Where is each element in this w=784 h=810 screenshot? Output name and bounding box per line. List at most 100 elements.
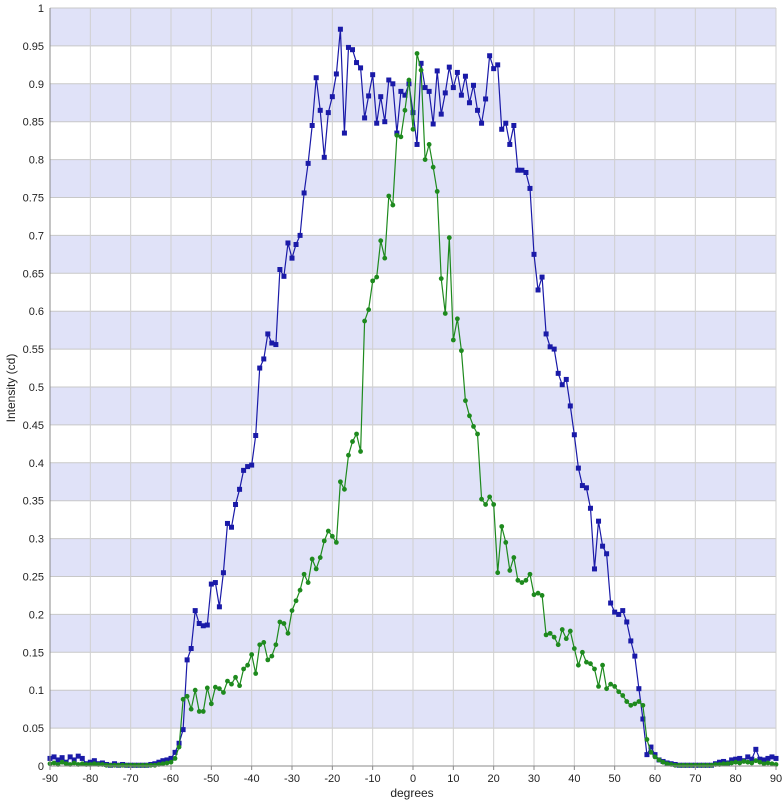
data-point [632,653,638,659]
data-point [551,346,557,352]
data-point [487,494,493,500]
data-point [495,62,501,68]
data-point [333,539,339,545]
data-point [612,684,618,689]
data-point [221,690,226,695]
data-point [301,190,307,196]
data-point [511,122,517,128]
data-point [466,100,472,106]
data-point [265,657,271,663]
data-point [51,760,57,766]
y-tick-label: 0 [38,761,44,773]
x-tick-label: -90 [42,773,58,785]
data-point [592,566,597,572]
data-point [592,666,597,672]
data-point [479,120,485,126]
data-point [184,693,190,699]
data-point [257,365,263,371]
x-tick-label: 30 [528,773,540,785]
data-point [620,693,626,698]
data-point [475,431,480,437]
data-point [281,621,287,626]
data-point [233,501,239,507]
data-point [241,666,247,672]
data-point [535,590,541,596]
x-tick-label: 60 [649,773,661,785]
data-point [640,716,646,722]
data-point [269,653,275,659]
data-point [519,167,525,173]
data-point [321,538,327,544]
data-point [59,755,65,761]
data-point [414,141,420,147]
data-point [765,760,771,766]
data-point [523,169,529,175]
data-point [273,342,279,348]
data-point [450,337,456,343]
data-point [277,619,283,625]
y-tick-label: 0.85 [23,117,44,129]
data-point [229,524,234,530]
data-point [664,761,670,767]
data-point [616,689,622,695]
data-point [325,528,331,534]
data-point [571,646,577,651]
data-point [612,609,618,615]
data-point [366,307,372,313]
data-point [608,600,614,606]
x-tick-label: 40 [568,773,580,785]
data-point [531,592,537,598]
data-point [503,120,509,126]
x-tick-label: -20 [324,773,340,785]
data-point [362,115,368,121]
data-point [628,702,634,708]
data-point [471,424,476,429]
data-point [584,659,589,665]
data-point [317,107,323,113]
data-point [422,157,428,163]
data-point [430,164,436,170]
data-point [200,709,206,714]
data-point [434,189,440,194]
y-tick-label: 0.4 [29,458,44,470]
data-point [471,82,476,88]
data-point [632,701,638,707]
data-point [301,571,307,577]
data-point [462,73,468,79]
data-point [160,758,166,764]
data-point [499,524,505,529]
data-point [297,587,303,593]
data-point [467,413,472,419]
data-point [563,636,569,642]
data-point [249,462,255,468]
data-point [745,759,751,765]
y-tick-label: 1 [38,3,44,15]
data-point [196,709,202,714]
data-point [571,432,577,438]
data-point [305,160,311,166]
data-point [583,485,589,491]
data-point [164,760,170,766]
data-point [507,141,513,147]
data-point [761,757,767,763]
data-point [551,634,557,640]
data-point [313,75,319,81]
data-point [737,755,743,761]
data-point [192,687,198,693]
y-tick-label: 0.1 [29,685,44,697]
data-point [176,744,182,750]
y-tick-label: 0.45 [23,420,44,432]
data-point [531,251,537,257]
data-point [519,580,525,585]
data-point [458,92,464,98]
y-tick-label: 0.5 [29,382,44,394]
data-point [281,273,287,279]
data-point [604,686,609,692]
data-point [91,758,97,764]
data-point [604,551,610,557]
data-point [237,486,243,492]
data-point [386,193,392,199]
data-point [366,93,372,99]
data-point [446,235,452,241]
data-point [410,110,416,116]
